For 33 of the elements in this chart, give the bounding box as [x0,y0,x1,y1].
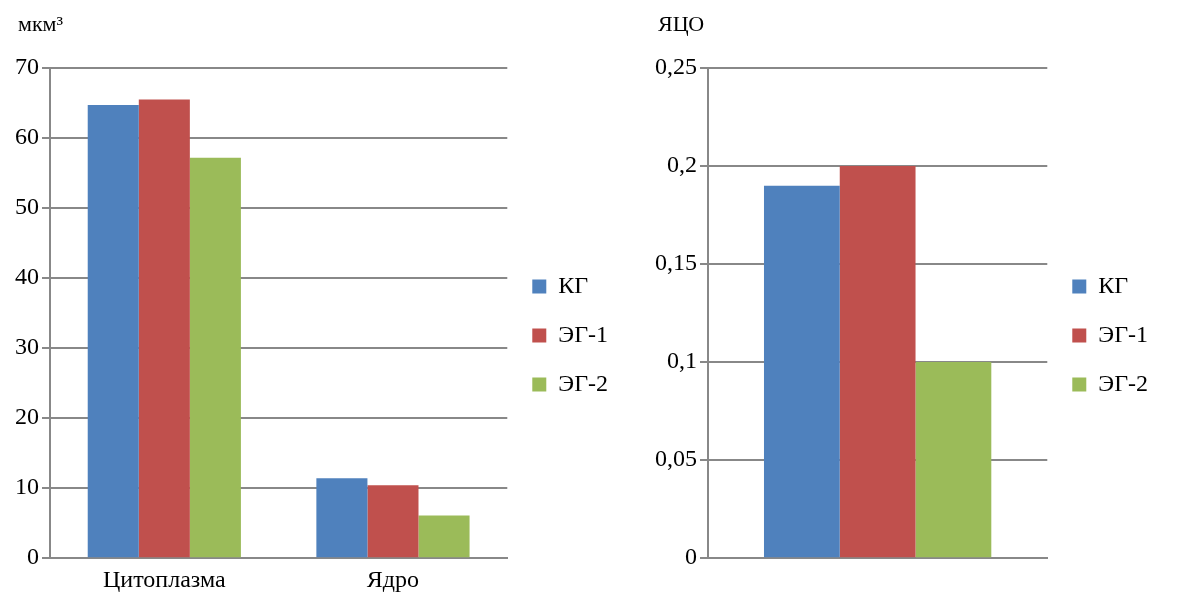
y-tick-label: 40 [15,263,39,290]
y-tick-label: 30 [15,333,39,360]
bar [87,105,139,558]
y-tick-label: 0,2 [667,151,697,178]
bar [915,362,992,558]
y-tick-label: 0,15 [655,249,697,276]
y-tick-label: 0,05 [655,445,697,472]
y-tick-label: 10 [15,473,39,500]
legend-label: ЭГ-2 [1098,369,1149,396]
bar [138,99,190,558]
y-tick-label: 0,1 [667,347,697,374]
x-tick-label: Цитоплазма [103,565,226,592]
y-tick-label: 0 [27,543,39,570]
y-tick-label: 70 [15,53,39,80]
legend-label: ЭГ-1 [558,320,609,347]
bar [418,515,470,558]
y-axis-title: мкм³ [18,10,64,36]
bar [763,185,840,558]
legend-label: КГ [558,271,589,298]
bar [367,485,419,558]
x-tick-label: Ядро [366,565,420,592]
y-tick-label: 0 [685,543,697,570]
y-tick-label: 60 [15,123,39,150]
bar [316,478,368,558]
y-tick-label: 20 [15,403,39,430]
y-tick-label: 50 [15,193,39,220]
legend-label: ЭГ-1 [1098,320,1149,347]
bar [839,166,916,558]
legend-label: ЭГ-2 [558,369,609,396]
y-axis-title: ЯЦО [658,10,705,36]
legend-label: КГ [1098,271,1129,298]
y-tick-label: 0,25 [655,53,697,80]
bar [189,157,241,558]
